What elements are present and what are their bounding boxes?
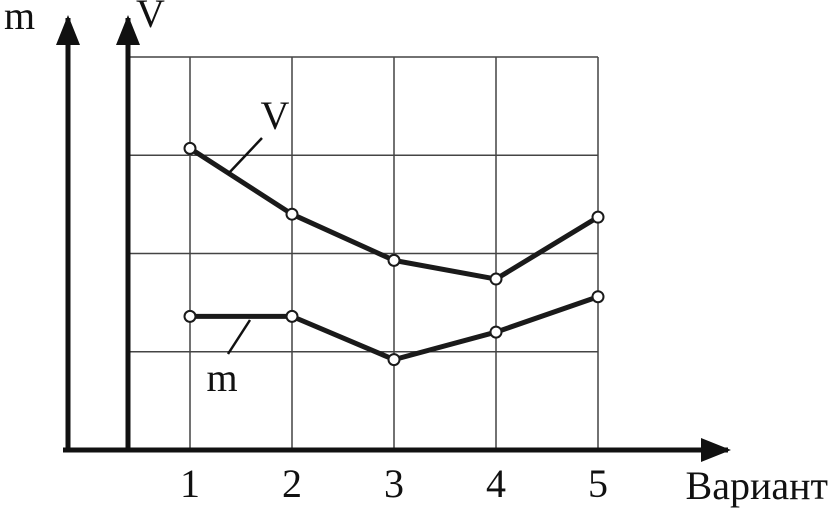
data-point	[285, 309, 299, 323]
data-point	[387, 253, 401, 267]
y-axis-label: m	[4, 0, 35, 38]
data-point	[591, 210, 605, 224]
data-point	[591, 290, 605, 304]
label-leader	[226, 319, 252, 355]
data-point	[489, 325, 503, 339]
grid	[130, 56, 599, 450]
y2-axis-label: V	[136, 0, 165, 36]
x-tick-label: 4	[486, 461, 506, 506]
x-tick-label: 3	[384, 461, 404, 506]
data-point	[183, 141, 197, 155]
x-axis-label: Вариант	[686, 463, 828, 508]
data-point	[285, 207, 299, 221]
x-tick-label: 5	[588, 461, 608, 506]
label-leader	[227, 137, 263, 175]
series-label: V	[261, 93, 290, 138]
series-label: m	[206, 355, 237, 400]
data-point	[183, 309, 197, 323]
x-tick-label: 2	[282, 461, 302, 506]
data-point	[387, 353, 401, 367]
data-point	[489, 272, 503, 286]
x-tick-label: 1	[180, 461, 200, 506]
